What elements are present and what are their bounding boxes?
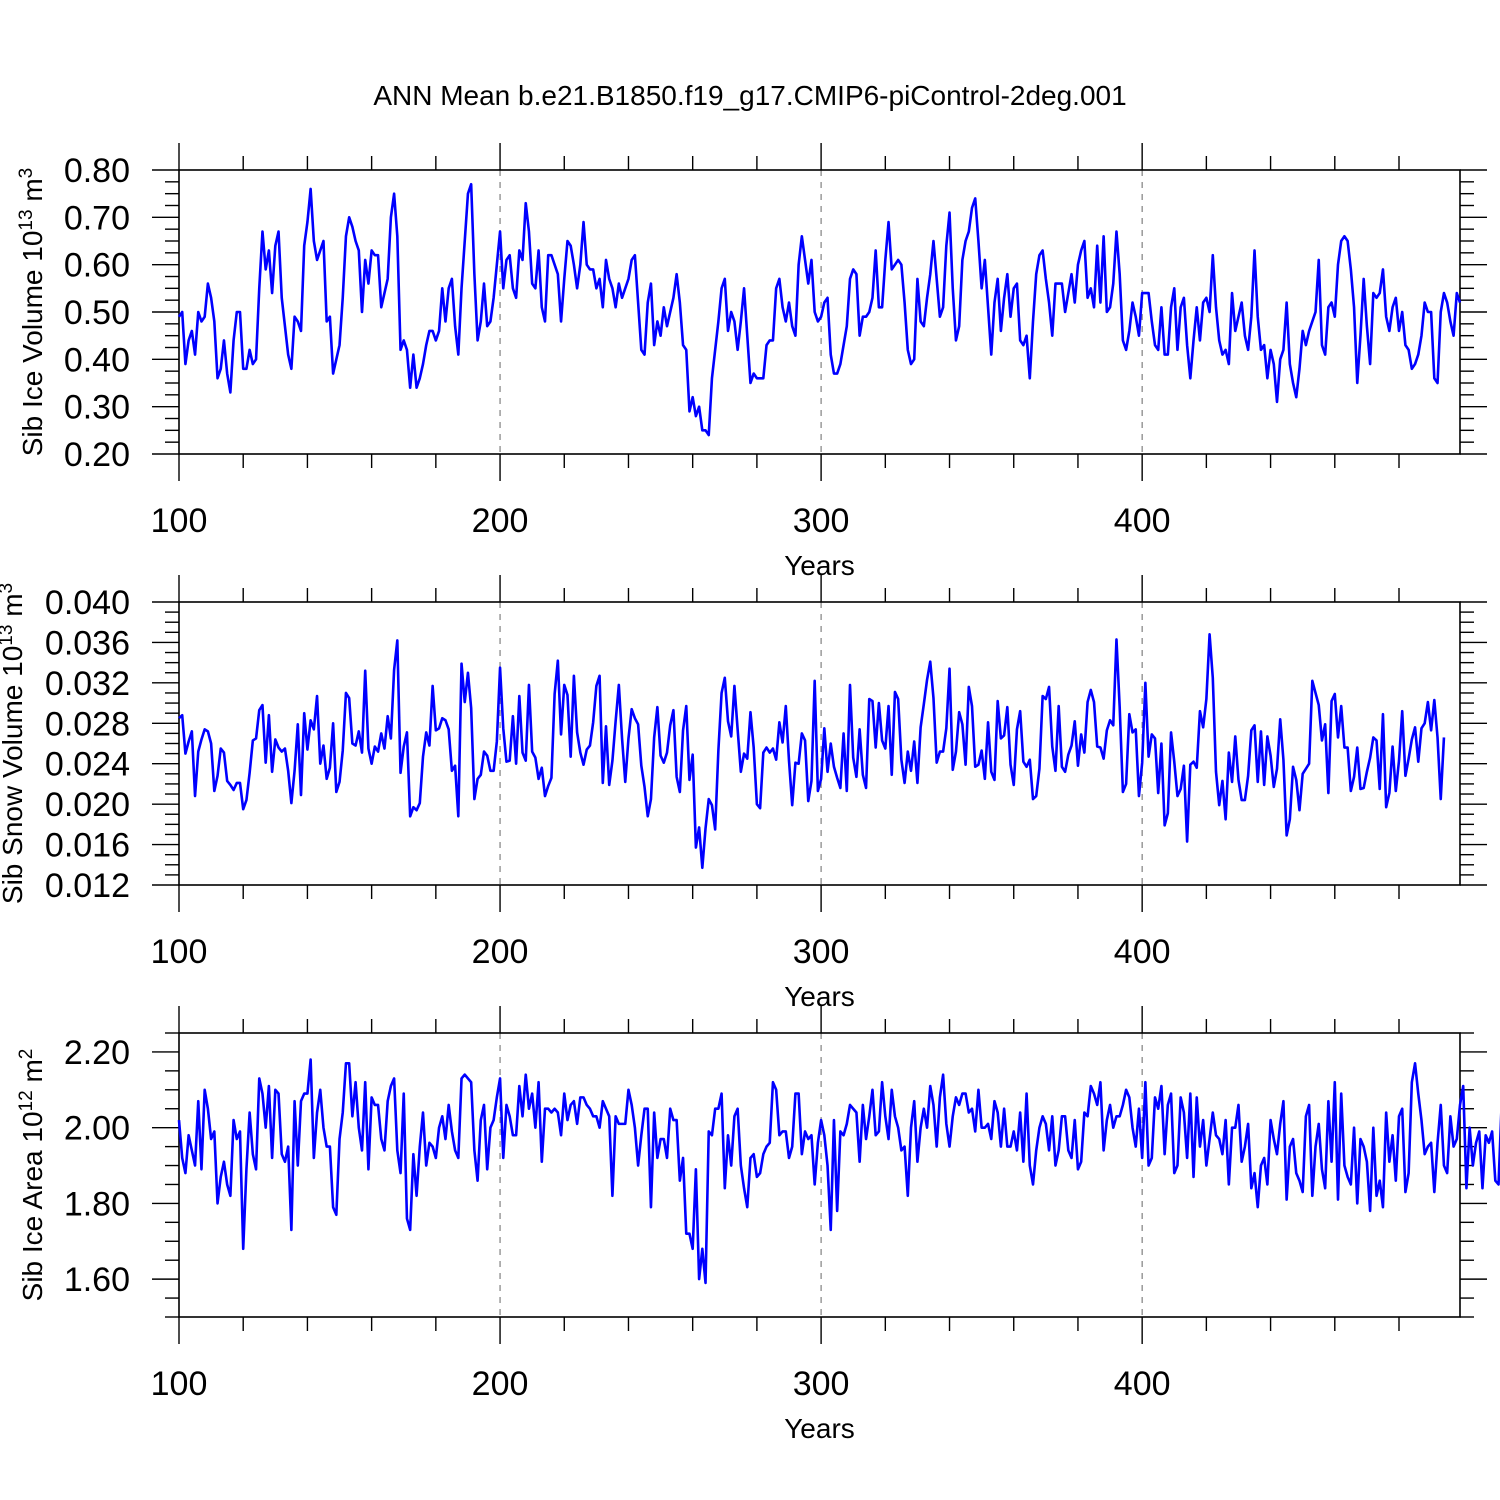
y-axis-title-part: m xyxy=(17,178,48,209)
y-tick-label: 0.036 xyxy=(45,624,130,662)
x-tick-label: 400 xyxy=(1114,933,1171,971)
x-tick-label: 300 xyxy=(793,502,850,540)
y-tick-label: 1.60 xyxy=(64,1261,130,1299)
y-axis-title-part: Sib Ice Area 10 xyxy=(17,1111,48,1301)
y-tick-label: 0.80 xyxy=(64,152,130,190)
chart-panel-2: 100 200 300 400Years0.0120.0160.0200.0240.0… xyxy=(0,575,1487,1012)
y-tick-label: 0.024 xyxy=(45,746,130,784)
y-tick-label: 0.040 xyxy=(45,584,130,622)
y-axis-title-part: m xyxy=(17,1059,48,1090)
y-tick-label: 0.012 xyxy=(45,867,130,905)
series-line xyxy=(178,633,1446,870)
x-tick-label: 200 xyxy=(472,933,529,971)
x-tick-label: 400 xyxy=(1114,1365,1171,1403)
x-tick-label: 400 xyxy=(1114,502,1171,540)
y-tick-label: 0.020 xyxy=(45,786,130,824)
chart-panel-1: 100 200 300 400 Years 0.20 0.30 0.40 0.50 0.60 0.7… xyxy=(16,143,1487,581)
y-tick-label: 2.00 xyxy=(64,1110,130,1148)
x-axis-title: Years xyxy=(784,550,855,581)
y-tick-label: 1.80 xyxy=(64,1185,130,1223)
y-axis-title-superscript: 2 xyxy=(16,1049,37,1060)
y-axis-title: Sib Ice Area 1012 m2 xyxy=(16,1049,48,1302)
plot-frame xyxy=(178,1032,1461,1318)
y-axis-title: Sib Snow Volume 1013 m3 xyxy=(0,583,28,904)
y-axis-title-superscript: 13 xyxy=(16,209,37,230)
x-tick-label: 100 xyxy=(151,933,208,971)
y-axis-title-superscript: 13 xyxy=(0,625,17,646)
y-tick-label: 2.20 xyxy=(64,1034,130,1072)
x-axis-title: Years xyxy=(784,1413,855,1444)
x-tick-label: 200 xyxy=(472,1365,529,1403)
y-tick-label: 0.40 xyxy=(64,341,130,379)
series-line xyxy=(177,182,1462,437)
y-tick-label: 0.30 xyxy=(64,389,130,427)
x-tick-label: 300 xyxy=(793,933,850,971)
y-axis-title-superscript: 3 xyxy=(16,168,37,179)
x-tick-label: 200 xyxy=(472,502,529,540)
page-title: ANN Mean b.e21.B1850.f19_g17.CMIP6-piCon… xyxy=(373,80,1127,111)
y-tick-label: 0.032 xyxy=(45,665,130,703)
plot-frame xyxy=(178,169,1461,455)
y-tick-label: 0.70 xyxy=(64,199,130,237)
y-axis-title-part: Sib Ice Volume 10 xyxy=(17,231,48,457)
y-axis-title-superscript: 12 xyxy=(16,1090,37,1111)
y-axis-title-superscript: 3 xyxy=(0,583,17,594)
y-tick-label: 0.028 xyxy=(45,705,130,743)
x-tick-label: 300 xyxy=(793,1365,850,1403)
series-line xyxy=(177,1058,1500,1285)
y-axis-title-part: m xyxy=(0,593,28,624)
chart-panel-3: 100 200 300 400 Years 1.60 1.80 2.00 2.20 Sib Ice… xyxy=(16,1006,1500,1444)
y-tick-label: 0.016 xyxy=(45,827,130,865)
y-axis-title-part: Sib Snow Volume 10 xyxy=(0,646,28,904)
x-tick-label: 100 xyxy=(151,502,208,540)
x-tick-label: 100 xyxy=(151,1365,208,1403)
x-axis-title: Years xyxy=(784,981,855,1012)
y-tick-label: 0.20 xyxy=(64,436,130,474)
y-tick-label: 0.50 xyxy=(64,294,130,332)
y-axis-title: Sib Ice Volume 1013 m3 xyxy=(16,168,48,457)
y-tick-label: 0.60 xyxy=(64,247,130,285)
